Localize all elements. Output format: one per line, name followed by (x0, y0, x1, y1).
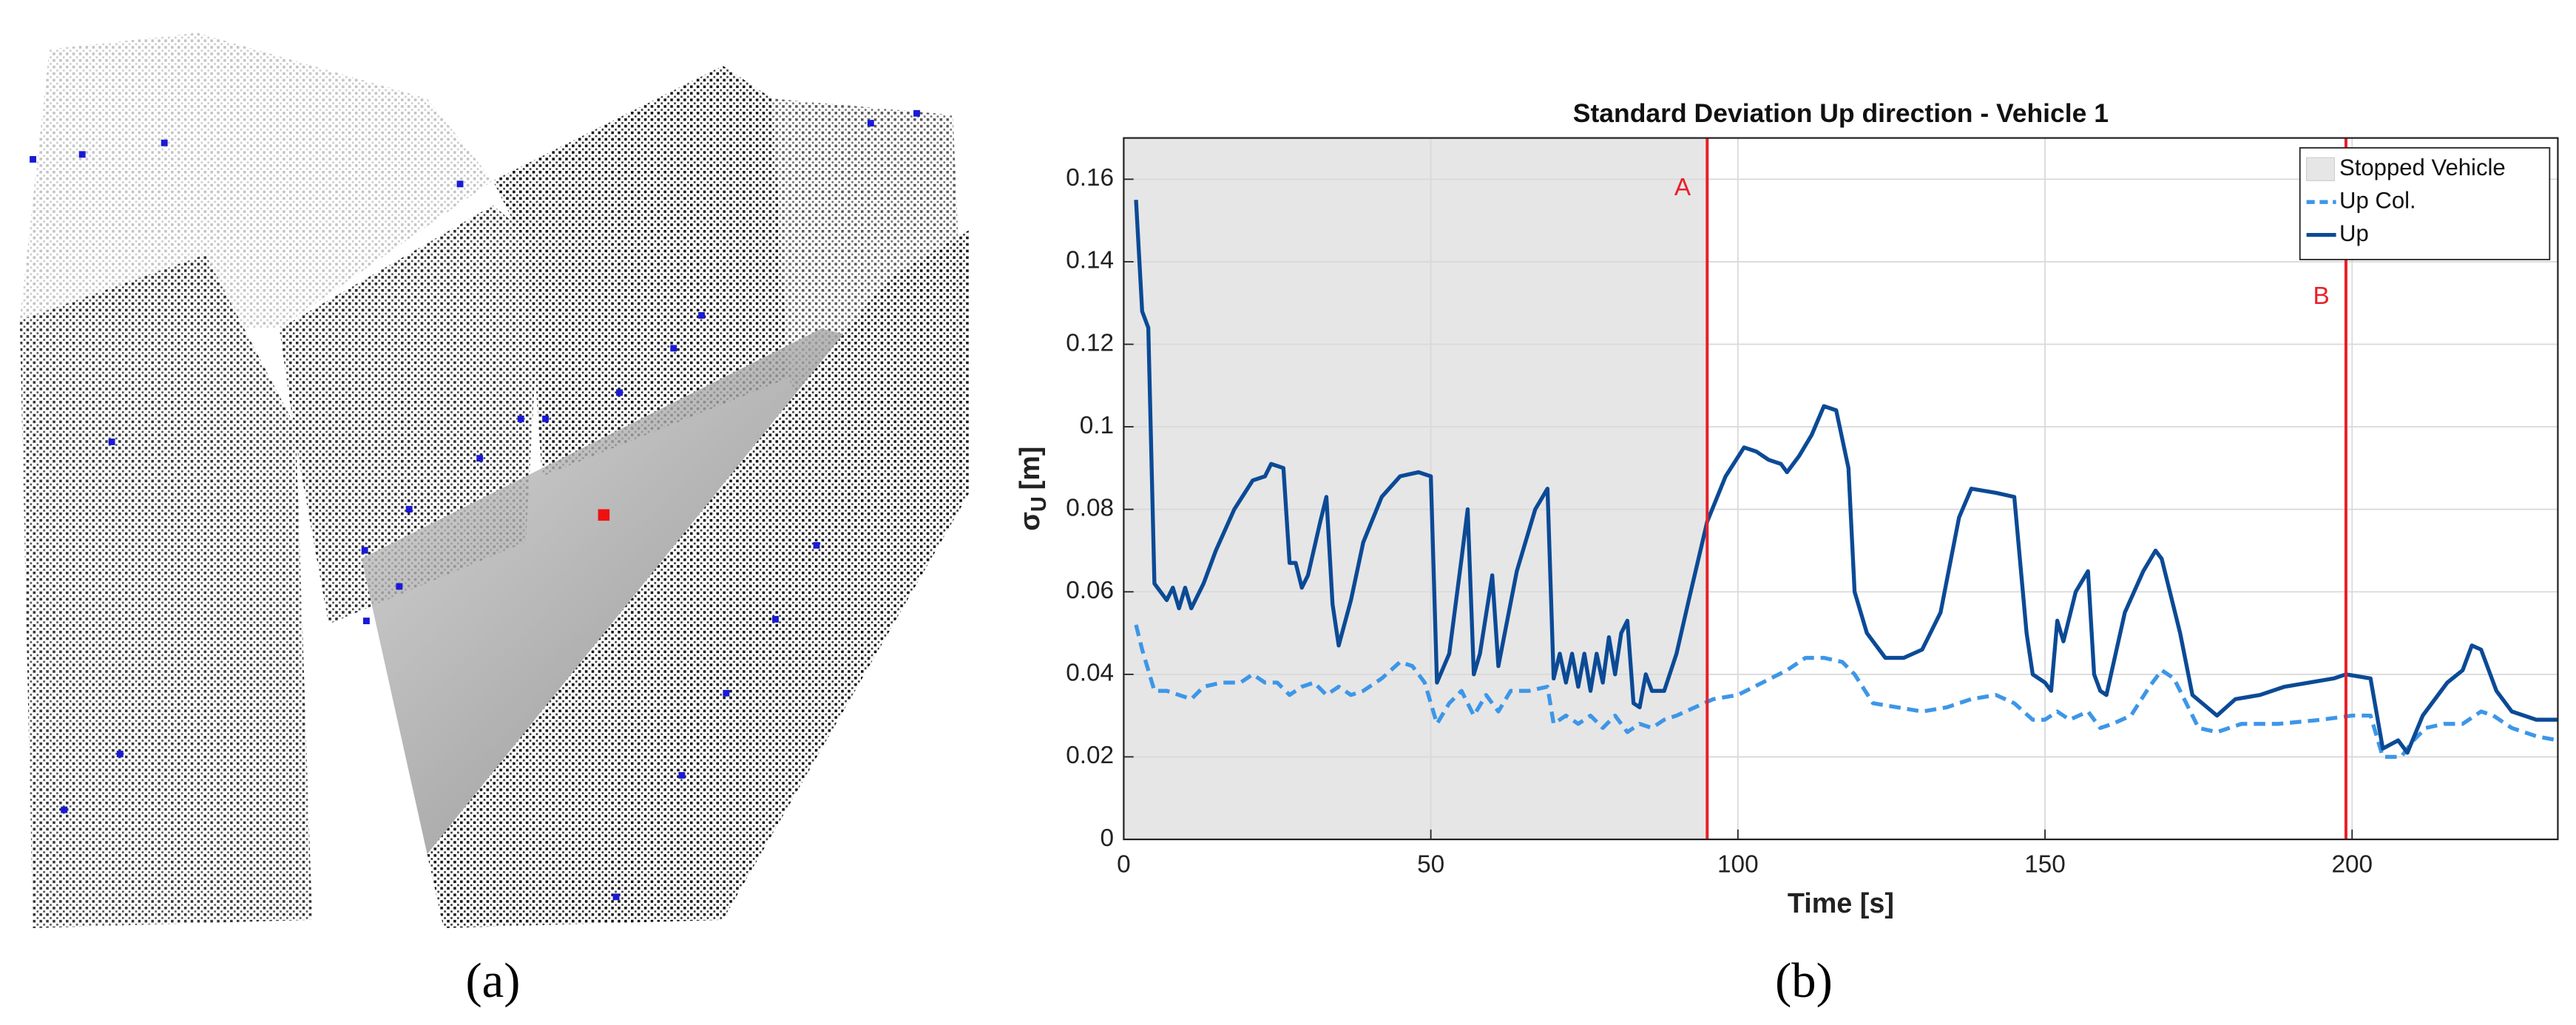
y-tick-label: 0.16 (1066, 164, 1114, 192)
shaded-region (1123, 138, 1708, 840)
y-tick-label: 0.12 (1066, 329, 1114, 356)
y-axis-label-part: [m] (1014, 447, 1045, 490)
x-axis-label: Time [s] (1788, 887, 1894, 919)
chart: 0 0.02 0.04 0.06 0.08 0.1 0.12 0.14 0.16 0 50 100 15… (1014, 98, 2559, 919)
point-cloud-image (19, 33, 970, 928)
caption: (b) (1775, 954, 1833, 1008)
legend-label: Stopped Vehicle (2339, 155, 2506, 180)
annotation: B (2313, 283, 2330, 310)
y-tick-label: 0.14 (1066, 247, 1114, 274)
x-tick-label: 150 (2024, 850, 2066, 878)
y-axis-label-part: U (1027, 496, 1051, 512)
y-axis-label-part: σ (1014, 512, 1045, 531)
legend-label: Up (2339, 220, 2369, 246)
legend-box (2299, 147, 2551, 260)
x-tick-label: 50 (1417, 850, 1444, 878)
legend-label: Up Col. (2339, 187, 2416, 213)
x-tick-label: 200 (2331, 850, 2373, 878)
plot-frame (1123, 137, 2559, 841)
x-tick-label: 100 (1717, 850, 1759, 878)
y-tick-label: 0 (1101, 825, 1115, 852)
y-tick-label: 0.02 (1066, 742, 1114, 769)
x-tick-label: 0 (1117, 850, 1131, 878)
y-tick-label: 0.1 (1080, 412, 1114, 439)
y-axis-label: σU [m] (1014, 447, 1051, 531)
chart-title: Standard Deviation Up direction - Vehicl… (1573, 98, 2109, 128)
y-tick-label: 0.08 (1066, 494, 1114, 521)
legend-swatch (2306, 157, 2335, 181)
line-series (1134, 200, 2558, 755)
annotation: A (1674, 174, 1691, 201)
caption: (a) (465, 954, 520, 1008)
y-tick-label: 0.06 (1066, 577, 1114, 604)
y-tick-label: 0.04 (1066, 660, 1114, 687)
